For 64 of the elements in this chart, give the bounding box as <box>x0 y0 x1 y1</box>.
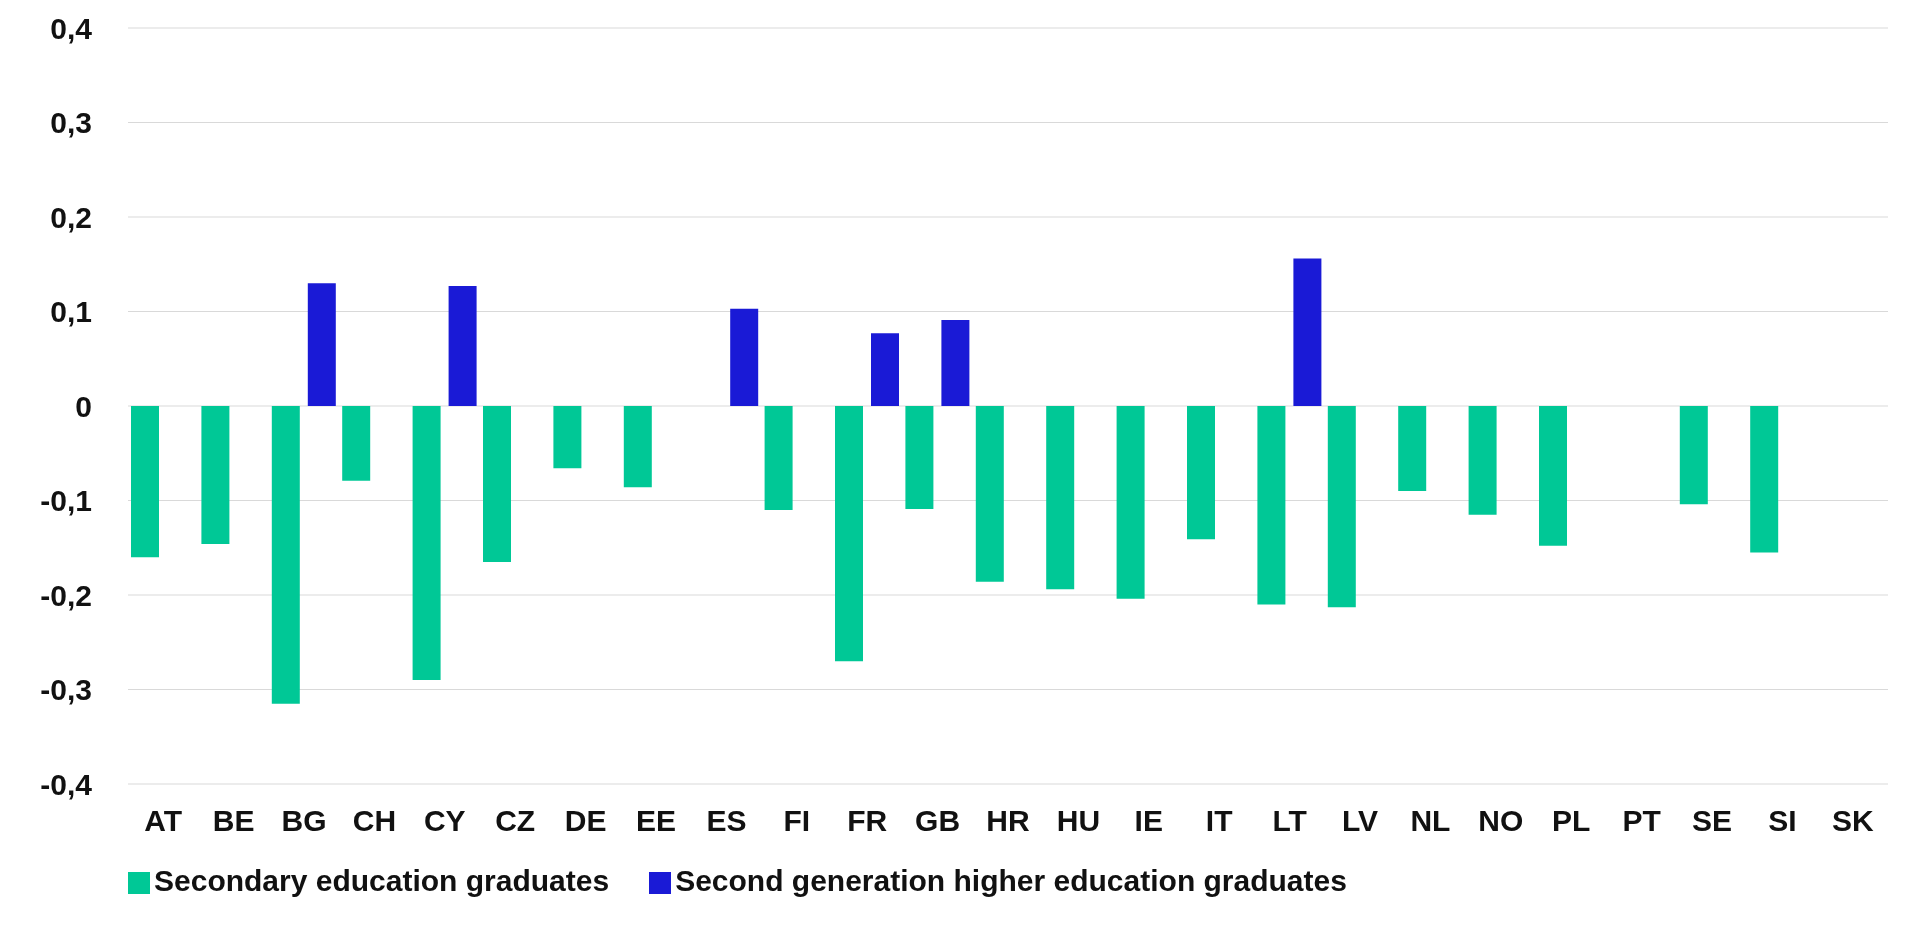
bar <box>553 406 582 469</box>
x-tick-label: HR <box>986 804 1030 838</box>
bar <box>623 406 652 488</box>
x-tick-label: SE <box>1691 804 1733 838</box>
bar <box>131 406 159 558</box>
bar <box>448 285 477 406</box>
x-tick-label: LT <box>1272 804 1307 838</box>
bar <box>483 406 511 562</box>
bar <box>1750 406 1779 553</box>
x-tick-label: SI <box>1768 804 1797 838</box>
bar <box>1046 406 1075 590</box>
bar <box>1116 406 1145 599</box>
x-tick-label: SK <box>1831 804 1874 838</box>
y-tick-label: -0,1 <box>40 484 92 518</box>
x-tick-label: CZ <box>495 804 536 838</box>
bar <box>730 308 759 406</box>
y-tick-label: 0,2 <box>50 200 92 234</box>
bar <box>307 283 336 406</box>
bar <box>941 320 970 406</box>
bar <box>342 406 371 481</box>
x-tick-label: FR <box>847 804 888 838</box>
y-tick-label: 0 <box>75 389 92 423</box>
y-tick-label: -0,4 <box>40 767 93 801</box>
x-tick-label: FI <box>783 804 811 838</box>
x-tick-label: IE <box>1134 804 1163 838</box>
y-tick-label: -0,2 <box>40 578 92 612</box>
bar <box>1679 406 1708 505</box>
legend-label: Secondary education graduates <box>154 864 610 897</box>
bar <box>975 406 1004 582</box>
bar <box>1327 406 1356 608</box>
y-tick-label: 0,3 <box>50 106 92 140</box>
x-tick-label: BE <box>212 804 255 838</box>
x-tick-label: CY <box>423 804 466 838</box>
bar <box>412 406 441 681</box>
x-tick-label: IT <box>1205 804 1233 838</box>
bar <box>201 406 230 544</box>
bar <box>1539 406 1567 546</box>
bar <box>835 406 863 662</box>
x-tick-label: GB <box>915 804 961 838</box>
y-tick-label: -0,3 <box>40 673 92 707</box>
bar <box>1257 406 1286 605</box>
bar <box>764 406 793 510</box>
x-tick-label: PL <box>1552 804 1591 838</box>
x-tick-label: EE <box>635 804 677 838</box>
bar <box>1398 406 1427 492</box>
x-tick-label: NL <box>1410 804 1451 838</box>
x-tick-label: PT <box>1622 804 1661 838</box>
x-tick-label: AT <box>144 804 183 838</box>
bar <box>871 333 899 406</box>
x-tick-label: ES <box>706 804 747 838</box>
y-tick-label: 0,4 <box>50 11 93 45</box>
bar <box>1293 258 1322 406</box>
y-tick-label: 0,1 <box>50 295 92 329</box>
x-tick-label: DE <box>564 804 607 838</box>
x-tick-label: CH <box>352 804 397 838</box>
x-tick-label: LV <box>1341 804 1379 838</box>
x-tick-label: BG <box>281 804 327 838</box>
legend-label: Second generation higher education graduates <box>675 864 1347 897</box>
x-tick-label: HU <box>1056 804 1101 838</box>
bar <box>1468 406 1497 515</box>
bar <box>905 406 934 510</box>
x-tick-label: NO <box>1478 804 1524 838</box>
bar <box>1187 406 1215 540</box>
bar <box>271 406 300 704</box>
